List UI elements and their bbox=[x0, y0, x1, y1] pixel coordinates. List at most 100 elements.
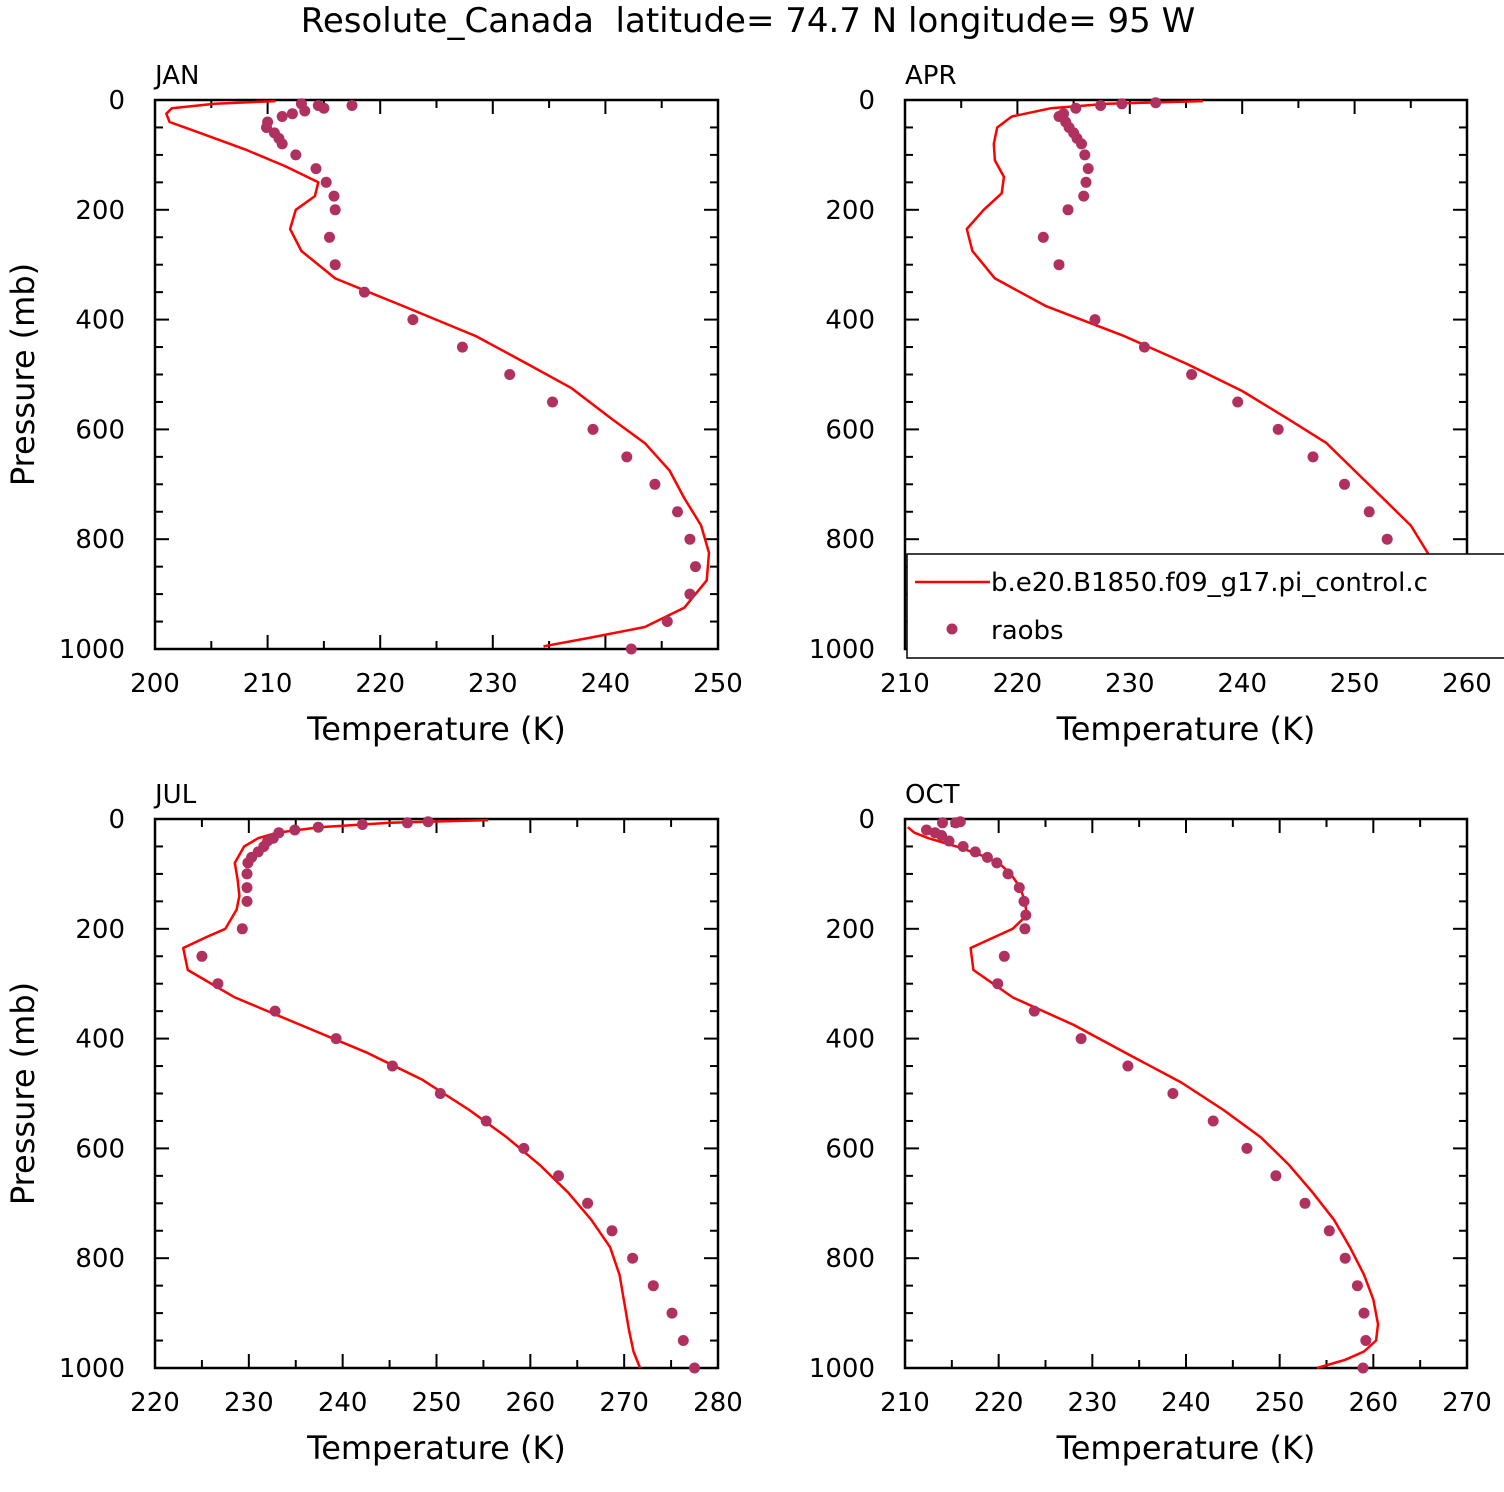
obs-point-jul bbox=[480, 1115, 492, 1127]
x-tick-label: 260 bbox=[506, 1388, 556, 1418]
obs-point-apr bbox=[1307, 451, 1319, 463]
panel-jan: JAN 200 210 220 230 240 250 0 200 400 600 800 1000 Te… bbox=[4, 61, 743, 748]
y-tick-label: 400 bbox=[75, 1025, 125, 1055]
obs-point-jan bbox=[672, 506, 683, 518]
obs-point-apr bbox=[1138, 341, 1150, 353]
y-tick-label: 200 bbox=[75, 915, 125, 945]
obs-point-jan bbox=[329, 204, 341, 216]
obs-point-jul bbox=[401, 817, 413, 829]
obs-point-jul bbox=[582, 1197, 594, 1209]
obs-point-oct bbox=[1019, 923, 1031, 935]
obs-point-apr bbox=[1078, 190, 1090, 202]
obs-point-jul bbox=[212, 978, 224, 990]
y-tick-label: 1000 bbox=[59, 635, 125, 665]
obs-point-apr bbox=[1037, 231, 1049, 243]
obs-point-jul bbox=[422, 816, 434, 828]
x-tick-label: 270 bbox=[599, 1388, 649, 1418]
obs-point-oct bbox=[1207, 1115, 1219, 1127]
obs-point-oct bbox=[1241, 1142, 1253, 1154]
obs-point-apr bbox=[1339, 478, 1350, 490]
x-tick-label: 220 bbox=[974, 1388, 1024, 1418]
obs-point-jan bbox=[276, 111, 288, 122]
obs-point-oct bbox=[1299, 1197, 1311, 1209]
obs-point-oct bbox=[991, 857, 1003, 869]
x-tick-label: 240 bbox=[318, 1388, 368, 1418]
y-tick-label: 800 bbox=[75, 1244, 125, 1274]
x-axis-label: Temperature (K) bbox=[306, 710, 566, 748]
y-tick-label: 200 bbox=[825, 196, 875, 226]
x-tick-label: 230 bbox=[468, 669, 518, 699]
obs-point-jul bbox=[242, 857, 254, 869]
obs-point-jul bbox=[434, 1088, 446, 1099]
y-tick-label: 400 bbox=[75, 306, 125, 336]
obs-point-jan bbox=[310, 163, 322, 175]
x-tick-label: 230 bbox=[1105, 669, 1155, 699]
obs-point-jan bbox=[625, 643, 637, 655]
obs-point-jan bbox=[261, 122, 272, 133]
plot-frame-jan bbox=[153, 98, 720, 651]
obs-point-jul bbox=[241, 868, 253, 880]
y-tick-label: 0 bbox=[108, 86, 125, 116]
y-tick-label: 800 bbox=[825, 525, 875, 555]
model-line-jan bbox=[165, 99, 711, 648]
obs-point-jan bbox=[324, 231, 335, 243]
obs-point-oct bbox=[950, 817, 962, 829]
obs-point-apr bbox=[1062, 204, 1074, 216]
obs-point-jul bbox=[289, 824, 301, 836]
obs-point-jan bbox=[621, 451, 633, 463]
obs-point-jan bbox=[684, 533, 696, 545]
obs-point-apr bbox=[1079, 149, 1091, 161]
obs-point-jul bbox=[553, 1170, 564, 1182]
x-tick-label: 270 bbox=[1442, 1388, 1492, 1418]
y-tick-label: 200 bbox=[75, 196, 125, 226]
x-tick-label: 240 bbox=[1161, 1388, 1211, 1418]
obs-point-jan bbox=[320, 176, 332, 188]
obs-point-oct bbox=[1351, 1280, 1363, 1292]
obs-point-oct bbox=[1002, 868, 1014, 880]
x-tick-label: 210 bbox=[880, 669, 930, 699]
legend-dot-swatch bbox=[946, 623, 958, 635]
obs-point-oct bbox=[943, 835, 955, 847]
x-tick-label: 260 bbox=[1349, 1388, 1399, 1418]
obs-point-jan bbox=[299, 105, 311, 117]
obs-point-jul bbox=[241, 895, 253, 907]
obs-point-oct bbox=[1339, 1252, 1351, 1264]
obs-point-oct bbox=[1323, 1225, 1335, 1237]
y-tick-label: 0 bbox=[108, 805, 125, 835]
x-tick-label: 230 bbox=[1068, 1388, 1118, 1418]
obs-point-oct bbox=[1018, 895, 1030, 907]
obs-point-jul bbox=[356, 819, 368, 830]
obs-point-jan bbox=[318, 102, 330, 114]
y-tick-label: 400 bbox=[825, 306, 875, 336]
obs-point-jan bbox=[649, 478, 661, 490]
y-tick-label: 400 bbox=[825, 1025, 875, 1055]
legend-model-label: b.e20.B1850.f09_g17.pi_control.c bbox=[991, 568, 1428, 598]
obs-point-oct bbox=[921, 824, 932, 836]
figure-title: Resolute_Canada latitude= 74.7 N longitu… bbox=[301, 1, 1195, 41]
panel-label-apr: APR bbox=[905, 61, 957, 91]
obs-point-jan bbox=[504, 369, 516, 380]
obs-point-apr bbox=[1232, 396, 1244, 408]
x-tick-label: 250 bbox=[693, 669, 743, 699]
obs-point-oct bbox=[1358, 1307, 1370, 1319]
model-line-jul bbox=[181, 818, 642, 1369]
obs-point-apr bbox=[1053, 259, 1065, 271]
obs-point-jan bbox=[328, 190, 340, 202]
obs-point-oct bbox=[1122, 1060, 1134, 1072]
obs-point-jan bbox=[587, 423, 599, 435]
obs-point-jan bbox=[276, 138, 288, 150]
obs-point-jul bbox=[196, 950, 208, 962]
obs-point-apr bbox=[1089, 314, 1101, 326]
obs-point-jul bbox=[666, 1307, 678, 1319]
x-tick-label: 220 bbox=[993, 669, 1043, 699]
y-tick-label: 600 bbox=[825, 415, 875, 445]
x-tick-label: 250 bbox=[1330, 669, 1380, 699]
obs-point-jan bbox=[329, 259, 341, 271]
x-tick-label: 250 bbox=[1255, 1388, 1305, 1418]
y-tick-label: 800 bbox=[75, 525, 125, 555]
obs-point-oct bbox=[969, 846, 981, 858]
x-axis-label: Temperature (K) bbox=[1056, 1429, 1316, 1467]
obs-point-jul bbox=[606, 1225, 618, 1237]
obs-point-oct bbox=[1167, 1088, 1179, 1099]
